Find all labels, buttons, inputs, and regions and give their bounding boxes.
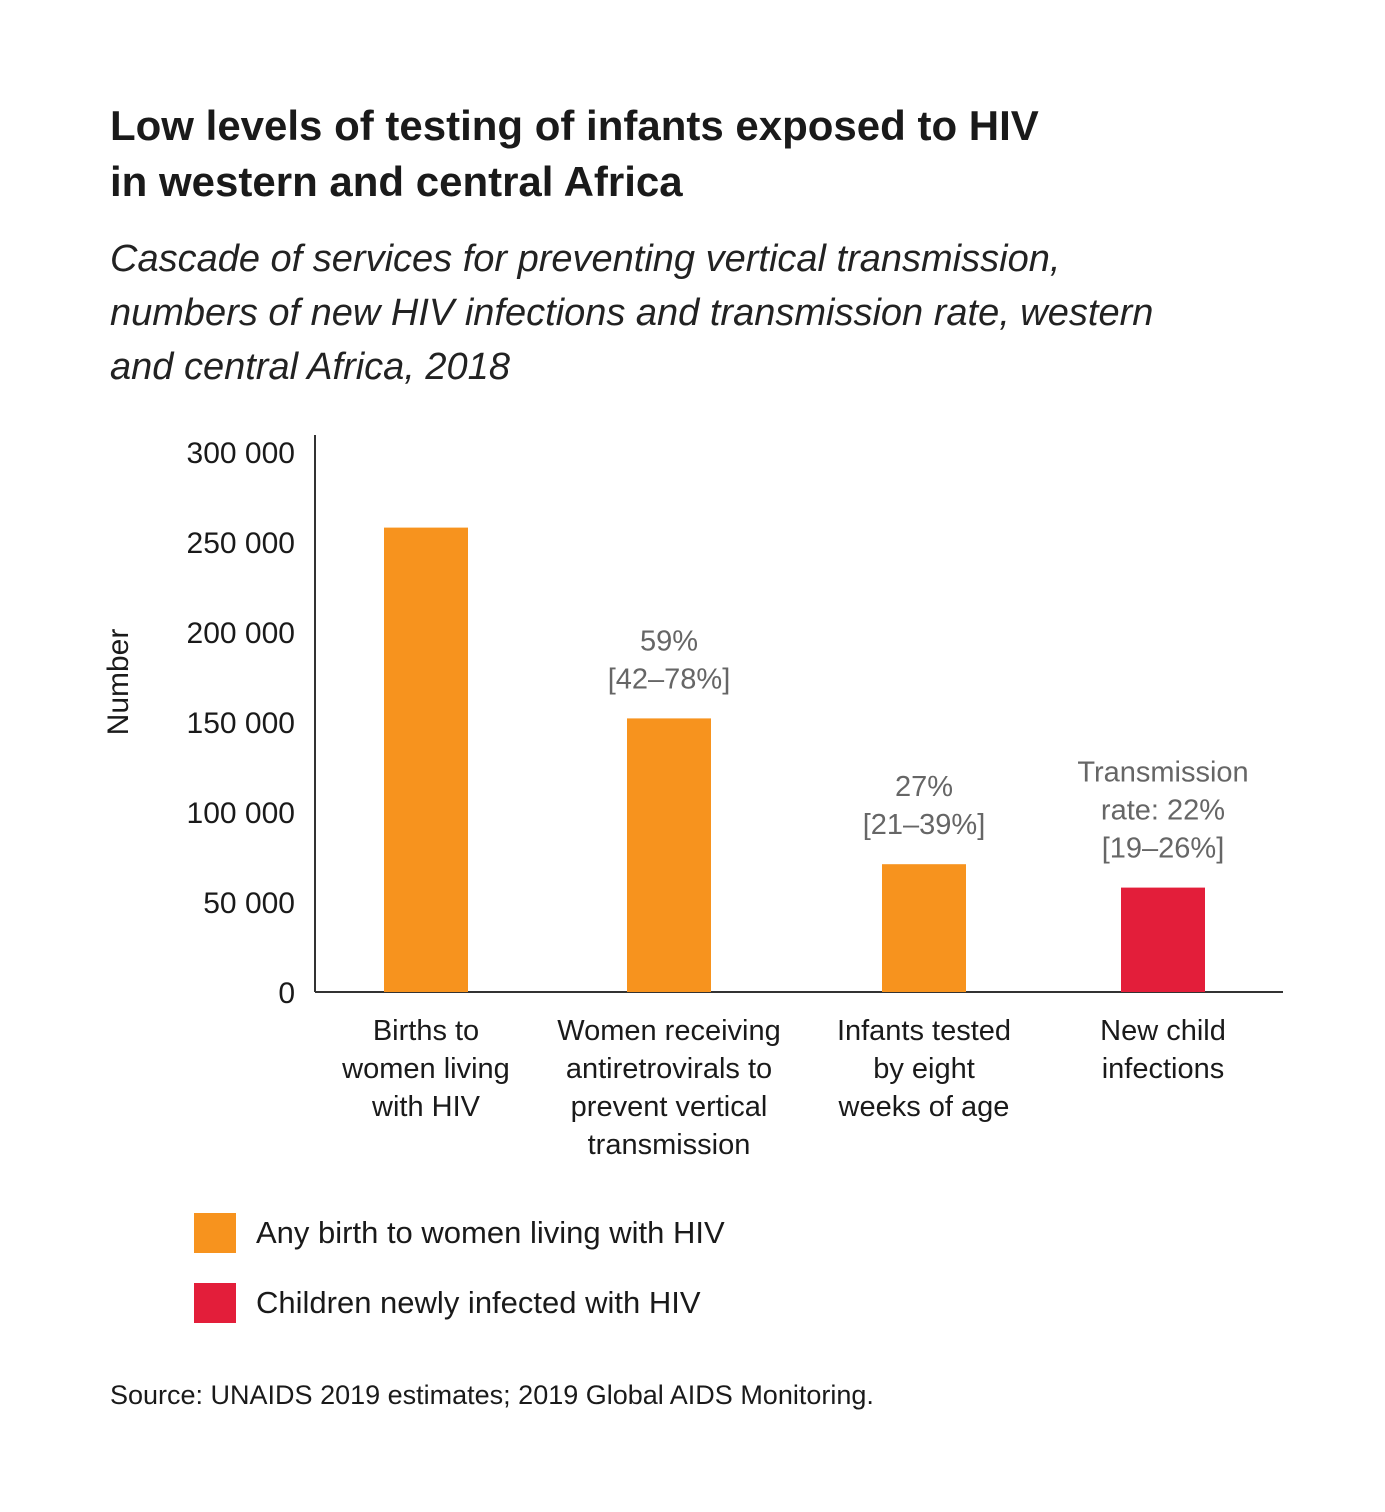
y-tick-label: 0 xyxy=(278,977,295,1010)
bar-annotation: [19–26%] xyxy=(1102,833,1225,865)
x-category-label: antiretrovirals to xyxy=(566,1053,772,1085)
x-category-label: with HIV xyxy=(371,1091,481,1123)
x-category-label: Births to xyxy=(373,1015,479,1047)
legend-item: Any birth to women living with HIV xyxy=(194,1205,725,1261)
bar-annotation: [42–78%] xyxy=(608,663,731,695)
subtitle-line: Cascade of services for preventing verti… xyxy=(110,238,1061,280)
bar-annotation: [21–39%] xyxy=(863,809,986,841)
y-tick-label: 200 000 xyxy=(187,617,295,650)
title-line: in western and central Africa xyxy=(110,158,683,205)
legend-label: Any birth to women living with HIV xyxy=(256,1215,725,1250)
x-category-label: New child xyxy=(1100,1015,1226,1047)
x-category-label: women living xyxy=(341,1053,510,1085)
bar xyxy=(384,527,468,992)
y-tick-label: 150 000 xyxy=(187,707,295,740)
subtitle-line: numbers of new HIV infections and transm… xyxy=(110,292,1154,334)
y-axis: 0 50 000 100 000 150 000 200 000 250 000 300 0… xyxy=(102,435,1283,1010)
y-tick-label: 250 000 xyxy=(187,527,295,560)
legend: Any birth to women living with HIV Child… xyxy=(194,1205,725,1345)
bar-annotations: 59% [42–78%] 27% [21–39%] Transmission rate: … xyxy=(608,625,1249,864)
y-tick-label: 100 000 xyxy=(187,797,295,830)
bars xyxy=(384,527,1205,992)
x-category-label: Women receiving xyxy=(557,1015,781,1047)
y-tick-label: 50 000 xyxy=(203,887,295,920)
bar-annotation: 59% xyxy=(640,625,698,657)
legend-label: Children newly infected with HIV xyxy=(256,1285,701,1320)
bar-annotation: 27% xyxy=(895,771,953,803)
subtitle-line: and central Africa, 2018 xyxy=(110,346,510,388)
y-axis-label: Number xyxy=(102,629,135,736)
legend-item: Children newly infected with HIV xyxy=(194,1275,725,1331)
bar xyxy=(627,718,711,992)
bar-annotation: rate: 22% xyxy=(1101,795,1225,827)
x-category-label: transmission xyxy=(588,1129,751,1161)
x-category-label: infections xyxy=(1102,1053,1225,1085)
x-category-label: weeks of age xyxy=(838,1091,1010,1123)
x-category-label: by eight xyxy=(873,1053,975,1085)
x-axis-categories: Births to women living with HIV Women recei… xyxy=(341,1015,1226,1161)
bar xyxy=(882,864,966,992)
source-note: Source: UNAIDS 2019 estimates; 2019 Glob… xyxy=(110,1380,874,1410)
bar xyxy=(1121,887,1205,992)
x-category-label: Infants tested xyxy=(837,1015,1011,1047)
chart-subtitle: Cascade of services for preventing verti… xyxy=(110,232,1310,394)
legend-swatch-red xyxy=(194,1283,236,1323)
bar-annotation: Transmission xyxy=(1077,757,1248,789)
x-category-label: prevent vertical xyxy=(571,1091,768,1123)
y-tick-label: 300 000 xyxy=(187,437,295,470)
chart-title: Low levels of testing of infants exposed… xyxy=(110,98,1290,210)
title-line: Low levels of testing of infants exposed… xyxy=(110,102,1039,149)
legend-swatch-orange xyxy=(194,1213,236,1253)
